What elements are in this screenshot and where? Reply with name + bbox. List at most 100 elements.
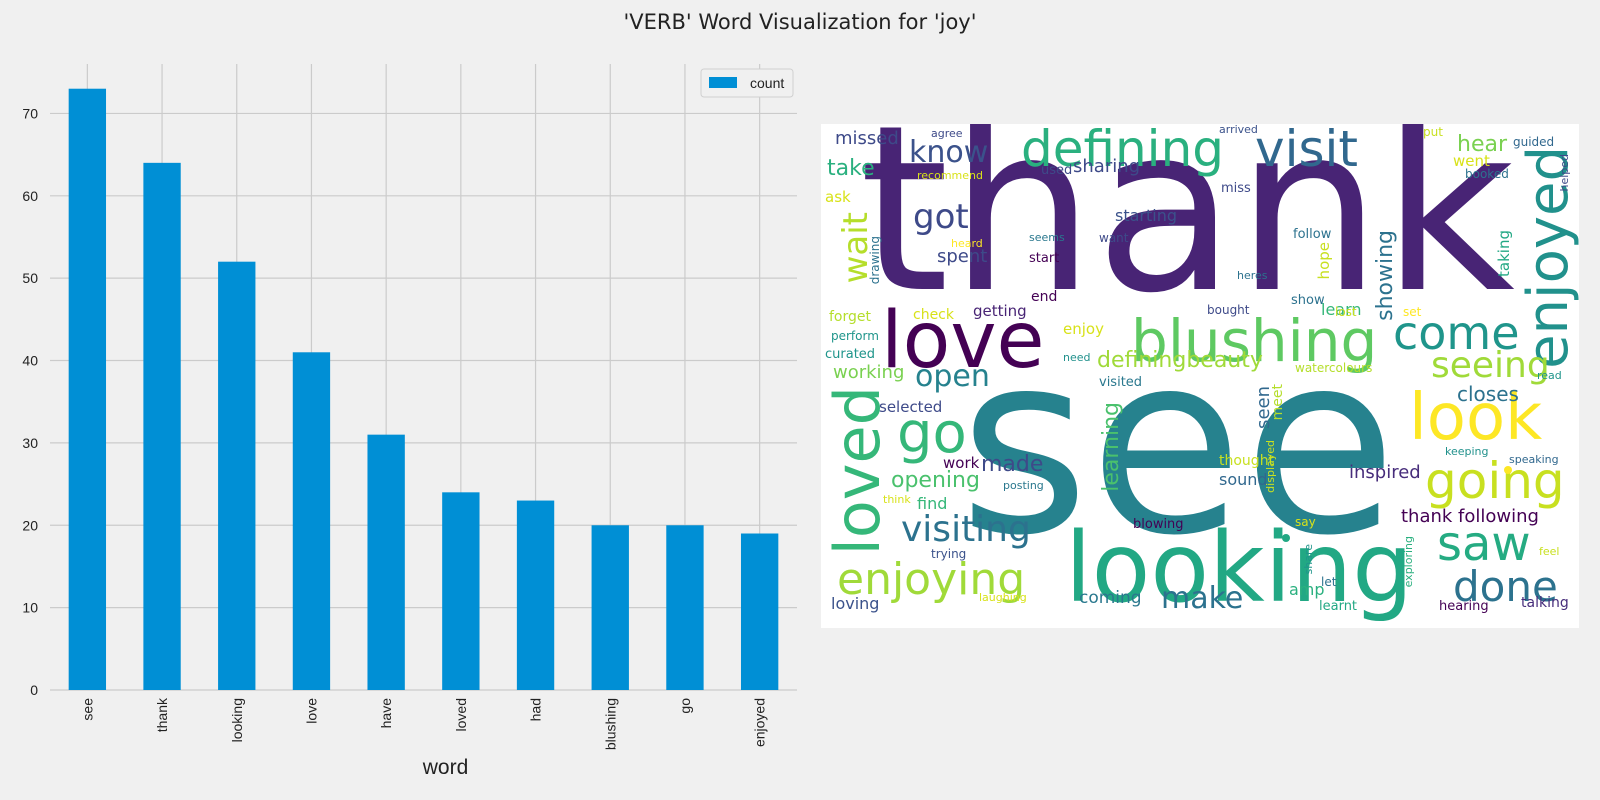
cloud-word: share [1302, 544, 1315, 575]
x-tick-label: looking [229, 698, 245, 742]
legend-box [700, 68, 794, 98]
y-tick-label: 40 [22, 353, 38, 369]
cloud-word: went [1453, 152, 1490, 170]
cloud-word: exploring [1402, 536, 1415, 588]
cloud-word: coming [1079, 588, 1142, 608]
cloud-word: come [1393, 306, 1520, 360]
cloud-word: follow [1293, 227, 1332, 242]
x-tick-label: see [79, 698, 95, 721]
cloud-word: laughing [979, 591, 1027, 604]
cloud-word: learn [1321, 300, 1362, 319]
bar-have [367, 434, 405, 690]
y-tick-label: 70 [22, 105, 38, 121]
cloud-word: feel [1539, 545, 1560, 558]
legend-label: count [750, 75, 784, 91]
x-tick-label: blushing [602, 698, 618, 750]
cloud-word: thought [1219, 453, 1275, 469]
cloud-word: going [1425, 452, 1565, 510]
x-tick-label: love [303, 698, 319, 724]
bar-loved [442, 492, 480, 690]
cloud-word: closes [1457, 382, 1519, 406]
x-tick-label: have [378, 698, 394, 729]
cloud-word: spent [937, 246, 988, 267]
y-tick-label: 60 [22, 188, 38, 204]
bar-chart: 0 10 20 30 40 50 60 70 see thank looking love have lo… [22, 64, 797, 779]
x-tick-label: thank [154, 697, 170, 732]
cloud-word: see [959, 299, 1397, 590]
cloud-word: taking [1495, 230, 1513, 277]
cloud-word: read [1537, 369, 1562, 382]
cloud-word: open [915, 359, 990, 394]
cloud-word: let [1321, 575, 1337, 589]
bar-love [292, 352, 331, 690]
cloud-word: show [1291, 293, 1325, 308]
cloud-word: agree [931, 127, 963, 140]
y-tick-label: 10 [22, 600, 38, 616]
bar-had [516, 500, 555, 690]
cloud-word: enjoy [1063, 320, 1104, 338]
cloud-word: showing [1373, 230, 1398, 321]
y-tick-label: 30 [22, 435, 38, 451]
cloud-word: thank following [1401, 506, 1539, 527]
cloud-word: start [1029, 251, 1060, 266]
cloud-word: work [943, 454, 980, 472]
cloud-word: trying [931, 547, 967, 561]
cloud-word: hearing [1439, 599, 1489, 614]
legend-swatch [709, 77, 737, 88]
y-tick-label: 20 [22, 517, 38, 533]
cloud-word: miss [1221, 181, 1251, 196]
cloud-word: sound [1219, 470, 1268, 489]
cloud-word: used [1041, 163, 1073, 178]
cloud-word: got [913, 197, 969, 237]
cloud-word: booked [1465, 167, 1509, 181]
cloud-word: find [917, 494, 948, 513]
bar-go [666, 525, 704, 690]
cloud-word: ask [825, 188, 851, 206]
x-tick-label: had [528, 698, 544, 721]
cloud-word: displayed [1264, 440, 1277, 493]
cloud-word: amp [1289, 580, 1325, 599]
cloud-word: done [1453, 562, 1558, 611]
bar-enjoyed [740, 533, 779, 690]
cloud-word: starting [1115, 206, 1178, 225]
cloud-word: talking [1521, 595, 1569, 611]
cloud-word: put [1423, 125, 1443, 139]
cloud-word: enjoying [837, 554, 1026, 605]
cloud-word: saw [1437, 516, 1531, 572]
cloud-word: make [1161, 581, 1244, 616]
bar-thank [143, 162, 181, 690]
cloud-word: thank [859, 124, 1515, 344]
legend: count [700, 68, 794, 98]
cloud-word: hear [1457, 132, 1508, 157]
y-tick-label: 50 [22, 270, 38, 286]
cloud-word: arrived [1219, 124, 1258, 136]
cloud-word: think [883, 493, 911, 506]
cloud-word: check [913, 307, 954, 323]
cloud-word: guided [1513, 135, 1555, 149]
cloud-word: end [1031, 289, 1058, 305]
cloud-word: want [1099, 231, 1129, 245]
cloud-word: meet [1270, 384, 1286, 421]
cloud-word: visit [1255, 124, 1359, 178]
x-tick-label: go [677, 698, 693, 714]
cloud-word: visited [1099, 375, 1143, 390]
cloud-word: watercolours [1295, 361, 1373, 375]
cloud-word: heres [1237, 269, 1268, 282]
cloud-word: opening [891, 468, 980, 493]
cloud-word: sharing [1073, 156, 1141, 177]
bar-blushing [591, 525, 629, 690]
cloud-word: selected [879, 398, 943, 416]
figure-title: 'VERB' Word Visualization for 'joy' [623, 10, 977, 34]
cloud-word: take [827, 156, 875, 181]
cloud-word: go [897, 401, 967, 466]
cloud-word: know [909, 135, 989, 170]
bar-see [68, 88, 107, 691]
cloud-word: visiting [901, 509, 1031, 550]
cloud-word: look [1409, 381, 1543, 455]
y-tick-label: 0 [30, 682, 38, 698]
cloud-word: inspired [1349, 462, 1421, 483]
cloud-word: seeing [1431, 345, 1550, 386]
cloud-word: learnt [1319, 599, 1358, 614]
cloud-word: getting [973, 302, 1027, 320]
cloud-word: curated [825, 347, 876, 362]
